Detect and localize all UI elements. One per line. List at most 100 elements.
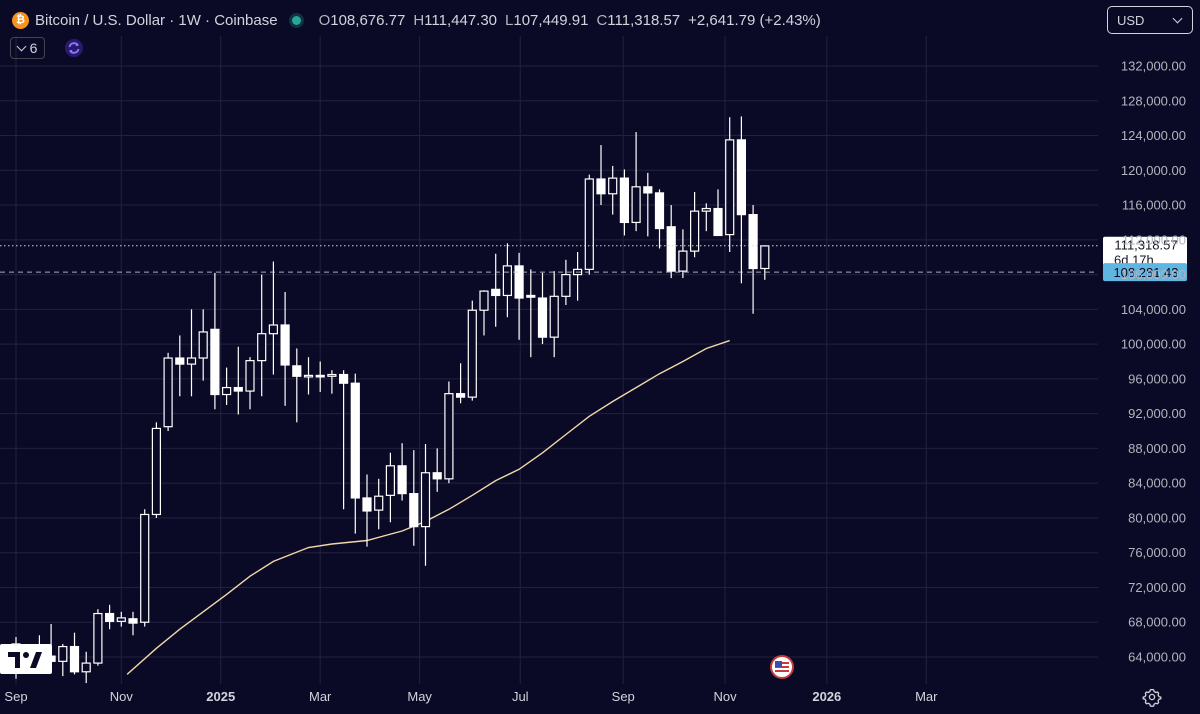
candle-body-up (549, 295, 559, 338)
open-label: O (318, 11, 331, 29)
candle (116, 611, 126, 627)
candle-body-down (654, 192, 665, 230)
y-tick-label: 132,000.00 (1121, 59, 1186, 74)
currency-select[interactable]: USD (1107, 6, 1193, 34)
open-value: 108,676.77 (330, 11, 406, 29)
candle (128, 611, 138, 636)
candle-body-down (280, 324, 290, 366)
price-change: +2,641.79 (+2.43%) (688, 11, 821, 29)
candle-body-up (584, 178, 594, 270)
candle (725, 117, 735, 252)
time-axis[interactable]: Sep Nov 2025 Mar May Jul Sep Nov 2026 Mar (4, 689, 938, 704)
candle (315, 361, 325, 392)
candle-body-down (350, 382, 360, 499)
x-tick-label: Nov (713, 689, 737, 704)
candle-body-up (245, 360, 255, 392)
y-tick-label: 120,000.00 (1121, 163, 1186, 178)
candle-body-up (140, 513, 150, 623)
candle-body-down (362, 497, 372, 512)
current-price-box (1103, 236, 1187, 271)
candle-body-up (268, 324, 278, 335)
candle (362, 474, 372, 547)
candle-body-up (222, 386, 232, 396)
candle (596, 145, 606, 206)
candle (666, 205, 676, 279)
candle (689, 192, 700, 258)
gear-icon[interactable] (1142, 687, 1162, 707)
candle-body-down (315, 374, 325, 378)
moving-average (126, 339, 730, 675)
candle-body-up (725, 139, 735, 236)
candle (140, 509, 150, 627)
candle (245, 357, 255, 410)
candle (619, 169, 630, 236)
candle (409, 450, 419, 546)
symbol-header[interactable]: ₿ Bitcoin / U.S. Dollar · 1W · Coinbase … (12, 8, 821, 32)
currency-value: USD (1117, 12, 1145, 28)
candle (420, 444, 431, 566)
us-flag-icon[interactable] (770, 655, 794, 679)
candle-body-down (233, 386, 243, 392)
candle-body-down (339, 373, 349, 384)
candle (654, 189, 665, 249)
candle-body-down (128, 618, 138, 624)
high-value: 111,447.30 (424, 11, 498, 29)
candle (491, 253, 501, 327)
candle (736, 116, 747, 284)
candle (69, 632, 80, 675)
candle-body-up (444, 393, 454, 480)
candle-body-up (561, 273, 571, 297)
y-tick-label: 100,000.00 (1121, 337, 1186, 352)
candle-body-up (689, 210, 700, 252)
x-tick-label: Mar (309, 689, 332, 704)
y-tick-label: 124,000.00 (1121, 128, 1186, 143)
candle-body-up (186, 357, 197, 365)
indicators-toggle-button[interactable]: 6 (10, 37, 45, 59)
candle-body-up (385, 465, 395, 496)
indicator-count: 6 (29, 40, 38, 56)
symbol-title[interactable]: Bitcoin / U.S. Dollar · 1W · Coinbase (35, 11, 278, 29)
y-tick-label: 80,000.00 (1128, 510, 1186, 525)
candle (561, 259, 571, 306)
candle-body-up (467, 309, 477, 398)
x-tick-label: Sep (4, 689, 27, 704)
candle-body-up (93, 612, 103, 664)
current-price-label: 111,318.57 (1114, 238, 1177, 253)
market-status-icon[interactable] (291, 15, 301, 25)
ma-line (126, 339, 730, 675)
price-level-label: 108,281.43 (1113, 265, 1178, 280)
candle-body-up (420, 472, 431, 528)
candle (350, 373, 360, 534)
y-tick-label: 68,000.00 (1128, 615, 1186, 630)
candle-body-down (643, 186, 653, 194)
candle (339, 370, 349, 510)
candle-body-down (596, 178, 606, 195)
tradingview-logo[interactable] (0, 644, 52, 674)
y-tick-label: 84,000.00 (1128, 476, 1186, 491)
candle (292, 348, 302, 423)
candle-body-up (81, 662, 91, 673)
candle (93, 609, 103, 666)
candle-body-up (116, 617, 126, 622)
x-tick-label: Nov (110, 689, 134, 704)
candle (456, 363, 466, 404)
price-axis[interactable]: 132,000.00 128,000.00 124,000.00 120,000.00… (1121, 59, 1186, 665)
candle (268, 261, 278, 375)
candle-body-up (327, 373, 337, 377)
candle (584, 174, 594, 275)
candle-body-up (631, 186, 641, 224)
candle (151, 422, 161, 518)
candle-body-down (666, 226, 676, 272)
x-tick-label: Jul (512, 689, 529, 704)
high-label: H (413, 11, 425, 29)
candle (514, 252, 524, 340)
candle-body-up (163, 357, 173, 428)
y-tick-label: 92,000.00 (1128, 406, 1186, 421)
candle-body-down (409, 493, 419, 528)
candle-body-down (432, 472, 442, 480)
candle (257, 274, 267, 397)
candle (186, 309, 197, 397)
candle-body-up (257, 333, 267, 362)
sync-icon[interactable] (64, 38, 84, 58)
